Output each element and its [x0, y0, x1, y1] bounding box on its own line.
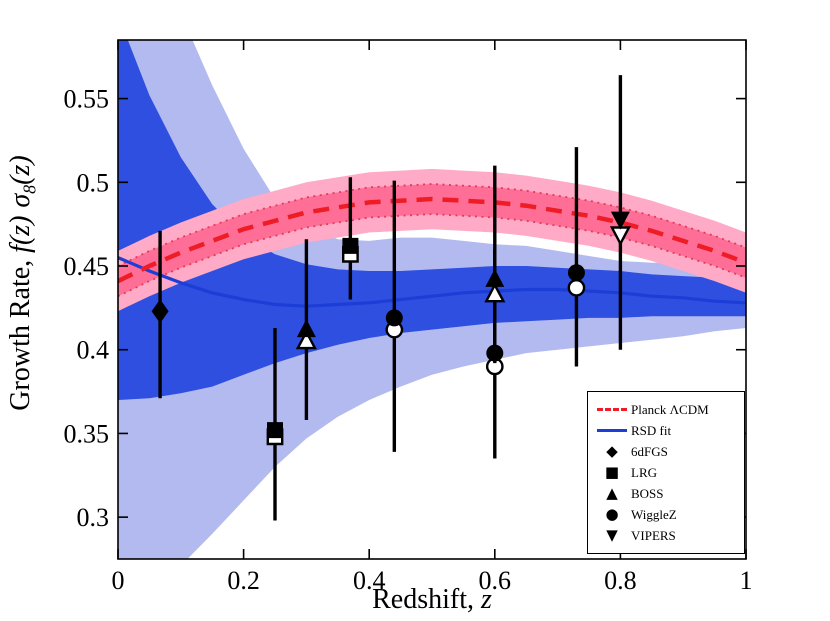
legend-label-planck: Planck ΛCDM	[631, 401, 709, 417]
x-tick-label: 0.2	[227, 566, 260, 595]
square-icon: ■	[604, 463, 620, 481]
filled-square-marker-lrg	[342, 237, 359, 254]
legend-item-planck: Planck ΛCDM	[593, 399, 739, 420]
y-tick-label: 0.3	[77, 503, 110, 532]
planck-inner-band	[118, 184, 746, 297]
legend-label-boss: BOSS	[631, 485, 664, 501]
filled-diamond-marker-6dfgs	[151, 299, 169, 324]
filled-square-marker-lrg	[267, 422, 283, 439]
y-tick-label: 0.55	[64, 85, 110, 114]
legend-item-lrg: ■ LRG	[593, 462, 739, 483]
y-axis-label-text: Growth Rate,	[5, 252, 36, 411]
legend-item-vipers: ▼ VIPERS	[593, 525, 739, 546]
legend-item-rsd-fit: RSD fit	[593, 420, 739, 441]
triangle-up-icon: ▲	[606, 484, 618, 502]
legend-label-lrg: LRG	[631, 464, 657, 480]
y-axis-sigma-sub: 8	[19, 184, 40, 194]
x-tick-label: 0.4	[353, 566, 386, 595]
axes: 0 0.2 0.4 0.6 0.8 1 0.3 0.35 0.4 0.45 0.5 0.55	[64, 39, 753, 595]
filled-triangle-up-marker-boss	[296, 319, 316, 338]
plot-frame	[117, 39, 747, 560]
circle-icon: ●	[605, 505, 619, 523]
legend-label-wigglez: WiggleZ	[631, 506, 677, 522]
dashed-red-line-icon	[593, 408, 631, 411]
y-tick-label: 0.4	[77, 336, 110, 365]
y-tick-label: 0.5	[77, 168, 110, 197]
x-axis-variable: z	[480, 584, 492, 615]
y-axis-paren: (z)	[5, 155, 36, 185]
x-tick-label: 0.8	[604, 566, 637, 595]
y-axis-fz: f(z)	[5, 215, 36, 253]
filled-triangle-down-marker-vipers	[610, 211, 630, 230]
legend-item-boss: ▲ BOSS	[593, 483, 739, 504]
legend-item-6dfgs: ◆ 6dFGS	[593, 441, 739, 462]
rsd-fit-curve	[118, 256, 746, 308]
open-circle-marker-wigglez	[567, 278, 586, 297]
legend: Planck ΛCDM RSD fit ◆ 6dFGS ■ LRG ▲ BOSS…	[587, 391, 745, 554]
y-tick-label: 0.35	[64, 419, 110, 448]
open-triangle-up-marker-boss	[295, 329, 317, 350]
x-tick-label: 0	[112, 566, 125, 595]
planck-lcdm-curve	[118, 196, 746, 284]
rsd-68-band	[118, 40, 746, 400]
legend-label-rsd-fit: RSD fit	[631, 422, 672, 438]
diamond-icon: ◆	[606, 442, 618, 460]
x-tick-label: 1	[740, 566, 753, 595]
filled-triangle-up-marker-boss	[485, 268, 505, 287]
y-axis-sigma: σ	[5, 193, 36, 208]
solid-blue-line-icon	[593, 429, 631, 432]
legend-label-6dfgs: 6dFGS	[631, 443, 668, 459]
x-tick-label: 0.6	[479, 566, 512, 595]
data-points	[151, 75, 631, 521]
legend-item-wigglez: ● WiggleZ	[593, 504, 739, 525]
y-tick-label: 0.45	[64, 252, 110, 281]
triangle-down-icon: ▼	[606, 526, 618, 544]
y-axis-label: Growth Rate, f(z) σ8(z)	[5, 73, 40, 493]
x-axis-label: Redshift, z	[118, 584, 746, 616]
x-axis-label-text: Redshift,	[372, 584, 481, 615]
filled-circle-marker-wigglez	[567, 264, 585, 282]
legend-label-vipers: VIPERS	[631, 527, 676, 543]
open-triangle-up-marker-boss	[484, 282, 506, 303]
filled-circle-marker-wigglez	[385, 309, 403, 327]
